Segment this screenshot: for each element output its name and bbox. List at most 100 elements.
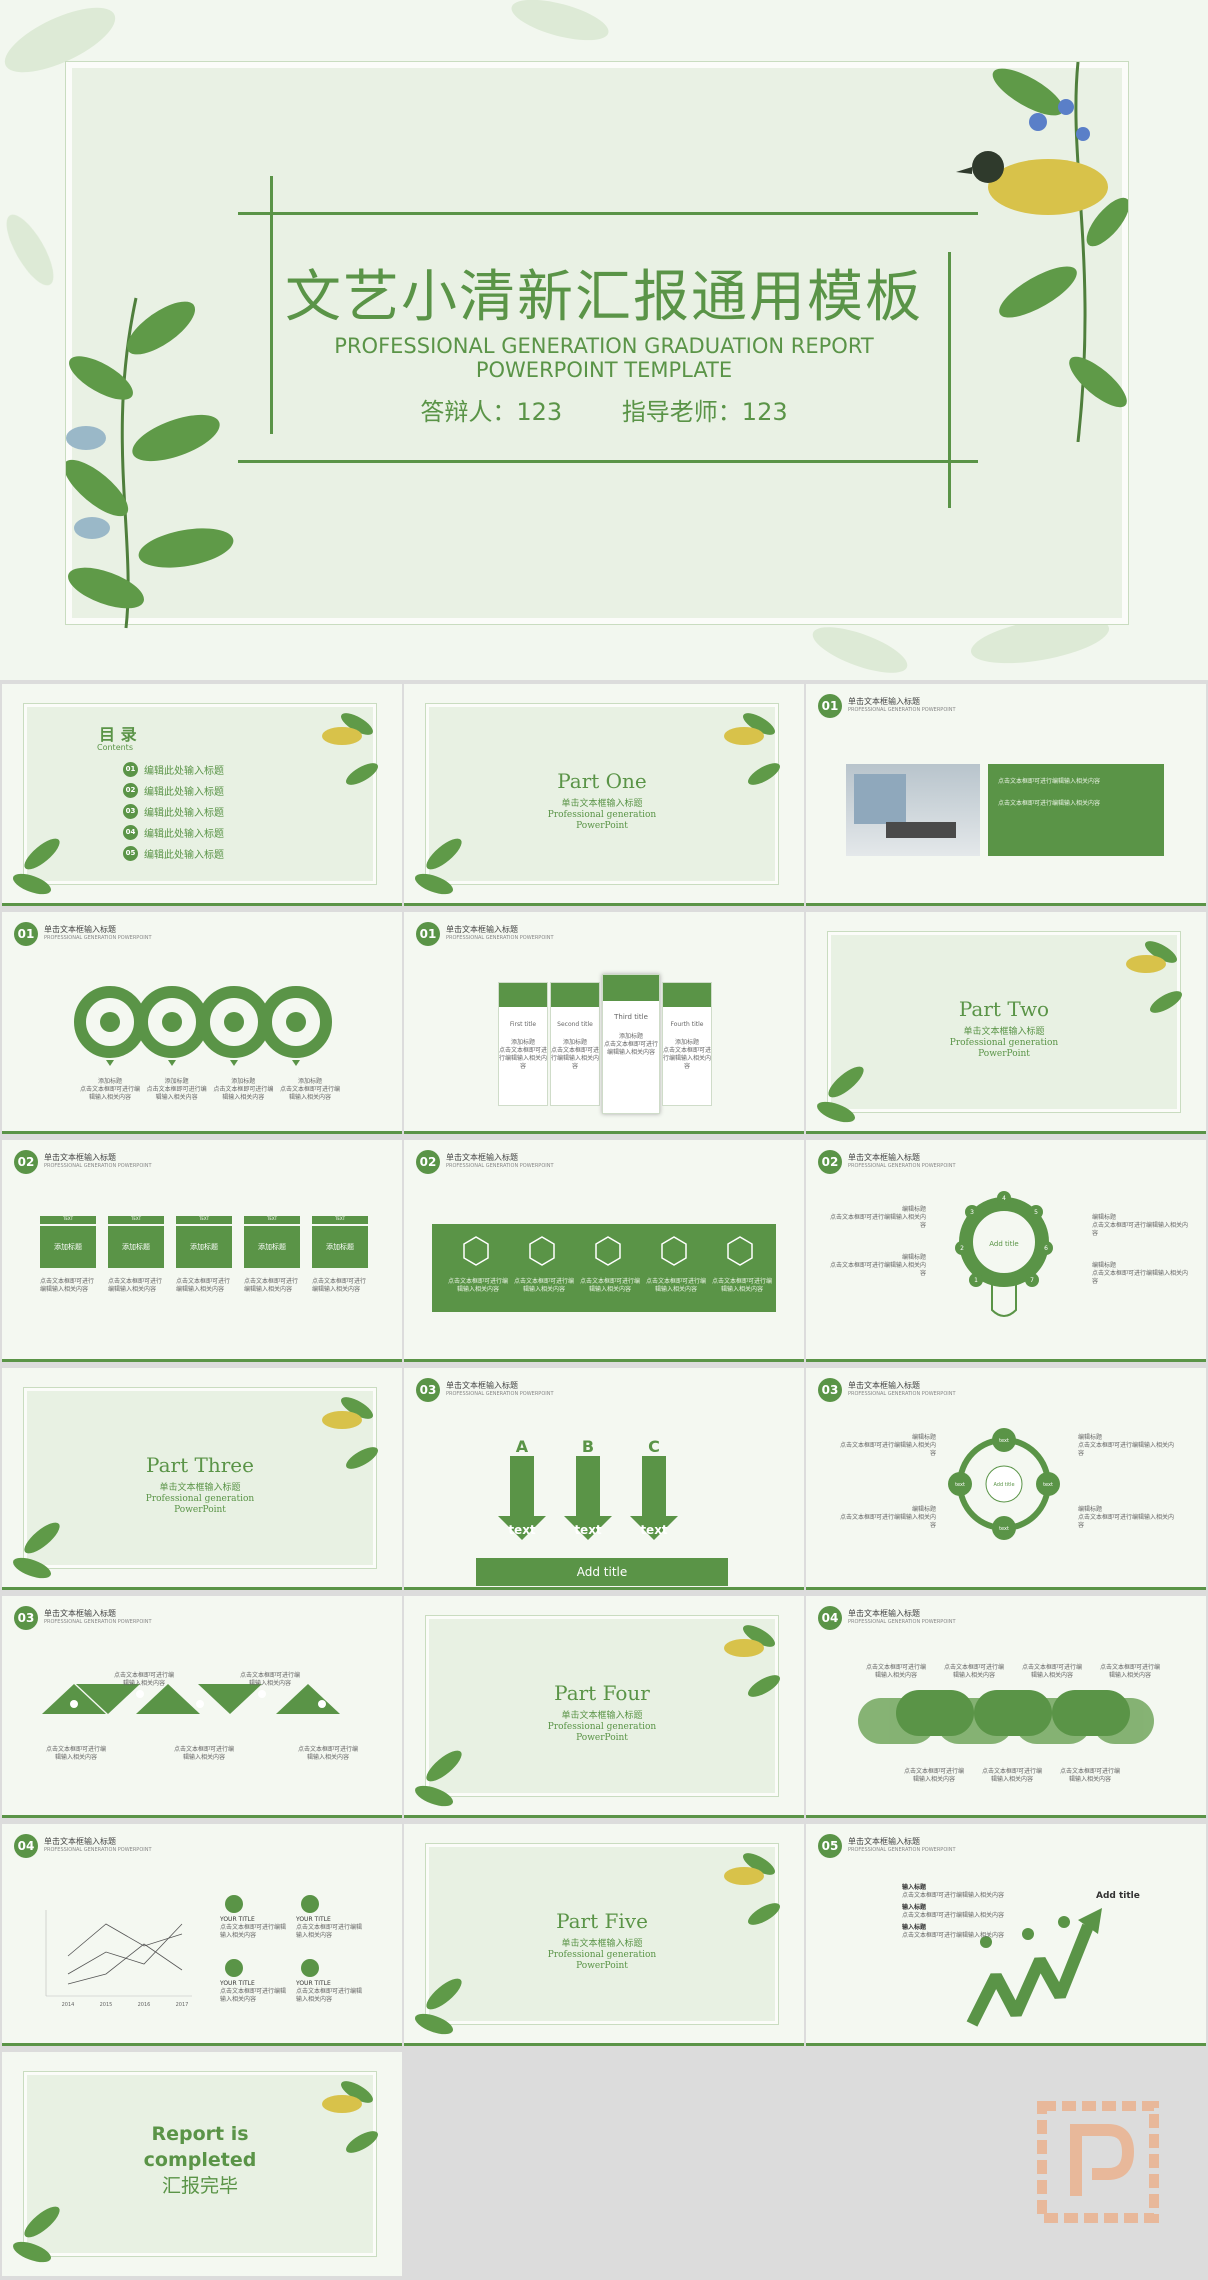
down-arrows-icon: A B C text text text	[498, 1437, 678, 1540]
lightbulb-icon: 1 2 3 4 5 6 7 Add title	[955, 1191, 1053, 1317]
ring-labels: 添加标题 点击文本框即可进行编辑输入相关内容 添加标题 点击文本框即可进行编辑输入相…	[80, 1078, 340, 1101]
gear-num: 7	[1030, 1277, 1034, 1284]
part-title: Part Four	[554, 1681, 650, 1705]
part-title: Part Two	[958, 997, 1050, 1021]
part-card: Part Five 单击文本框输入标题 Professional generat…	[426, 1844, 778, 2024]
slide-part-four[interactable]: Part Four 单击文本框输入标题 Professional generat…	[404, 1596, 804, 1818]
chain-icon	[858, 1690, 1154, 1744]
bulb-labels-right: 编辑标题 点击文本框即可进行编辑输入相关内容 编辑标题 点击文本框即可进行编辑输入相…	[1092, 1214, 1189, 1285]
slide-contents[interactable]: 目 录 Contents 01 编辑此处输入标题 02 编辑此处输入标题 03 编辑此…	[2, 684, 402, 906]
year-label: 2016	[138, 2002, 151, 2008]
text-box[interactable]: TEXT 添加标题 点击文本框即可进行编辑输入相关内容	[312, 1216, 368, 1293]
leaf-decoration-icon	[415, 1853, 780, 2035]
svg-text:text: text	[955, 1482, 965, 1488]
cycle-diagram-icon: text text text text Add title	[948, 1428, 1060, 1540]
leaf-decoration-icon	[13, 713, 378, 895]
cover-plant-left	[66, 297, 234, 629]
text-box[interactable]: TEXT 添加标题 点击文本框即可进行编辑输入相关内容	[108, 1216, 164, 1293]
contents-item[interactable]: 03 编辑此处输入标题	[123, 801, 224, 822]
svg-text:text: text	[1043, 1482, 1053, 1488]
svg-text:text: text	[508, 1523, 536, 1537]
text-box[interactable]: TEXT 添加标题 点击文本框即可进行编辑输入相关内容	[40, 1216, 96, 1293]
slide-line-chart[interactable]: 04 单击文本框输入标题 PROFESSIONAL GENERATION POW…	[2, 1824, 402, 2046]
gear-num: 2	[960, 1245, 964, 1252]
slide-lightbulb-gear[interactable]: 02 单击文本框输入标题 PROFESSIONAL GENERATION POW…	[806, 1140, 1206, 1362]
leaf-decoration-icon	[13, 1397, 378, 1579]
advisor-label: 指导老师：123	[621, 398, 788, 426]
text-box[interactable]: TEXT 添加标题 点击文本框即可进行编辑输入相关内容	[244, 1216, 300, 1293]
slide-part-three[interactable]: Part Three 单击文本框输入标题 Professional genera…	[2, 1368, 402, 1590]
slide-abc-arrows[interactable]: 03 单击文本框输入标题 PROFESSIONAL GENERATION POW…	[404, 1368, 804, 1590]
ending-text: Report is completed 汇报完毕	[143, 2123, 257, 2197]
leaf-decoration-icon	[817, 941, 1182, 1123]
svg-text:text: text	[999, 1526, 1009, 1532]
slide-chain-links[interactable]: 04 单击文本框输入标题 PROFESSIONAL GENERATION POW…	[806, 1596, 1206, 1818]
growth-title: Add title	[1096, 1891, 1140, 1901]
cover-subtitle-1: PROFESSIONAL GENERATION GRADUATION REPOR…	[334, 334, 874, 358]
office-photo	[846, 764, 980, 856]
svg-text:text: text	[574, 1523, 602, 1537]
part-title: Part One	[557, 769, 647, 793]
cover-bird-branch	[956, 62, 1128, 442]
slide-part-one[interactable]: Part One 单击文本框输入标题 Professional generati…	[404, 684, 804, 906]
slide-growth-arrow[interactable]: 05 单击文本框输入标题 PROFESSIONAL GENERATION POW…	[806, 1824, 1206, 2046]
cover-leaves-decoration	[4, 0, 1110, 673]
title-card-highlight[interactable]: Third title 添加标题 点击文本框即可进行编辑输入相关内容	[602, 974, 660, 1114]
slide-triangles[interactable]: 03 单击文本框输入标题 PROFESSIONAL GENERATION POW…	[2, 1596, 402, 1818]
bird-icon	[988, 159, 1108, 215]
bulb-title: Add title	[989, 1240, 1018, 1248]
cycle-labels-right: 编辑标题 点击文本框即可进行编辑输入相关内容 编辑标题 点击文本框即可进行编辑输入相…	[1078, 1434, 1175, 1529]
text-box[interactable]: TEXT 添加标题 点击文本框即可进行编辑输入相关内容	[176, 1216, 232, 1293]
ending-card: Report is completed 汇报完毕	[24, 2072, 376, 2256]
contents-item[interactable]: 04 编辑此处输入标题	[123, 822, 224, 843]
gear-num: 3	[970, 1209, 974, 1216]
cover-slide[interactable]: 文艺小清新汇报通用模板 PROFESSIONAL GENERATION GRAD…	[0, 0, 1208, 680]
slide-ending[interactable]: Report is completed 汇报完毕	[2, 2052, 402, 2276]
letter-b: B	[582, 1437, 594, 1456]
hexagon-captions: 点击文本框即可进行编辑输入相关内容 点击文本框即可进行编辑输入相关内容 点击文本…	[448, 1278, 773, 1293]
part-title: Part Five	[556, 1909, 648, 1933]
slide-part-five[interactable]: Part Five 单击文本框输入标题 Professional generat…	[404, 1824, 804, 2046]
year-label: 2015	[100, 2002, 113, 2008]
slide-photo-text[interactable]: 01 单击文本框输入标题 PROFESSIONAL GENERATION POW…	[806, 684, 1206, 906]
slide-part-two[interactable]: Part Two 单击文本框输入标题 Professional generati…	[806, 912, 1206, 1134]
contents-item[interactable]: 01 编辑此处输入标题	[123, 759, 224, 780]
hexagon-icons	[463, 1236, 753, 1266]
gear-num: 4	[1002, 1195, 1006, 1202]
growth-arrow-icon: Add title	[966, 1891, 1140, 2027]
year-label: 2014	[62, 2002, 75, 2008]
slide-text-boxes[interactable]: 02 单击文本框输入标题 PROFESSIONAL GENERATION POW…	[2, 1140, 402, 1362]
part-card: Part One 单击文本框输入标题 Professional generati…	[426, 704, 778, 884]
triangles-icon	[42, 1684, 340, 1714]
add-title-bar[interactable]: Add title	[476, 1558, 728, 1586]
growth-notes: 输入标题 点击文本框即可进行编辑输入相关内容 输入标题 点击文本框即可进行编辑输入相…	[902, 1884, 1005, 1939]
photo-text-panel: 点击文本框即可进行编辑输入相关内容 点击文本框即可进行编辑输入相关内容	[988, 764, 1164, 856]
frame-line-top	[238, 212, 978, 215]
contents-title: 目 录	[99, 725, 137, 744]
slide-title-cards[interactable]: 01 单击文本框输入标题 PROFESSIONAL GENERATION POW…	[404, 912, 804, 1134]
title-card[interactable]: Second title 添加标题 点击文本框即可进行编辑输入相关内容	[550, 982, 600, 1106]
part-card: Part Three 单击文本框输入标题 Professional genera…	[24, 1388, 376, 1568]
part-title: Part Three	[146, 1453, 254, 1477]
contents-item[interactable]: 05 编辑此处输入标题	[123, 843, 224, 864]
slide-circle-nodes[interactable]: 03 单击文本框输入标题 PROFESSIONAL GENERATION POW…	[806, 1368, 1206, 1590]
title-card[interactable]: Fourth title 添加标题 点击文本框即可进行编辑输入相关内容	[662, 982, 712, 1106]
card-row: First title 添加标题 点击文本框即可进行编辑输入相关内容 Secon…	[498, 974, 712, 1114]
cycle-labels-left: 编辑标题 点击文本框即可进行编辑输入相关内容 编辑标题 点击文本框即可进行编辑输入相…	[839, 1434, 936, 1529]
bulb-labels-left: 编辑标题 点击文本框即可进行编辑输入相关内容 编辑标题 点击文本框即可进行编辑输入相…	[829, 1206, 926, 1277]
contents-card: 目 录 Contents 01 编辑此处输入标题 02 编辑此处输入标题 03 编辑此…	[24, 704, 376, 884]
mini-line-chart: 2014 2015 2016 2017	[45, 1895, 319, 2008]
contents-subtitle: Contents	[97, 743, 133, 752]
svg-text:text: text	[999, 1438, 1009, 1444]
contents-list: 01 编辑此处输入标题 02 编辑此处输入标题 03 编辑此处输入标题 04 编辑此处输…	[123, 759, 224, 864]
contents-item[interactable]: 02 编辑此处输入标题	[123, 780, 224, 801]
cover-title: 文艺小清新汇报通用模板	[285, 265, 923, 330]
frame-line-bottom	[238, 460, 978, 463]
gear-num: 1	[974, 1277, 978, 1284]
slide-hexagon-band[interactable]: 02 单击文本框输入标题 PROFESSIONAL GENERATION POW…	[404, 1140, 804, 1362]
slide-rings[interactable]: 01 单击文本框输入标题 PROFESSIONAL GENERATION POW…	[2, 912, 402, 1134]
box-row: TEXT 添加标题 点击文本框即可进行编辑输入相关内容 TEXT 添加标题 点击文本框即…	[40, 1216, 368, 1294]
title-card[interactable]: First title 添加标题 点击文本框即可进行编辑输入相关内容	[498, 982, 548, 1106]
gear-num: 5	[1034, 1209, 1038, 1216]
year-label: 2017	[176, 2002, 189, 2008]
